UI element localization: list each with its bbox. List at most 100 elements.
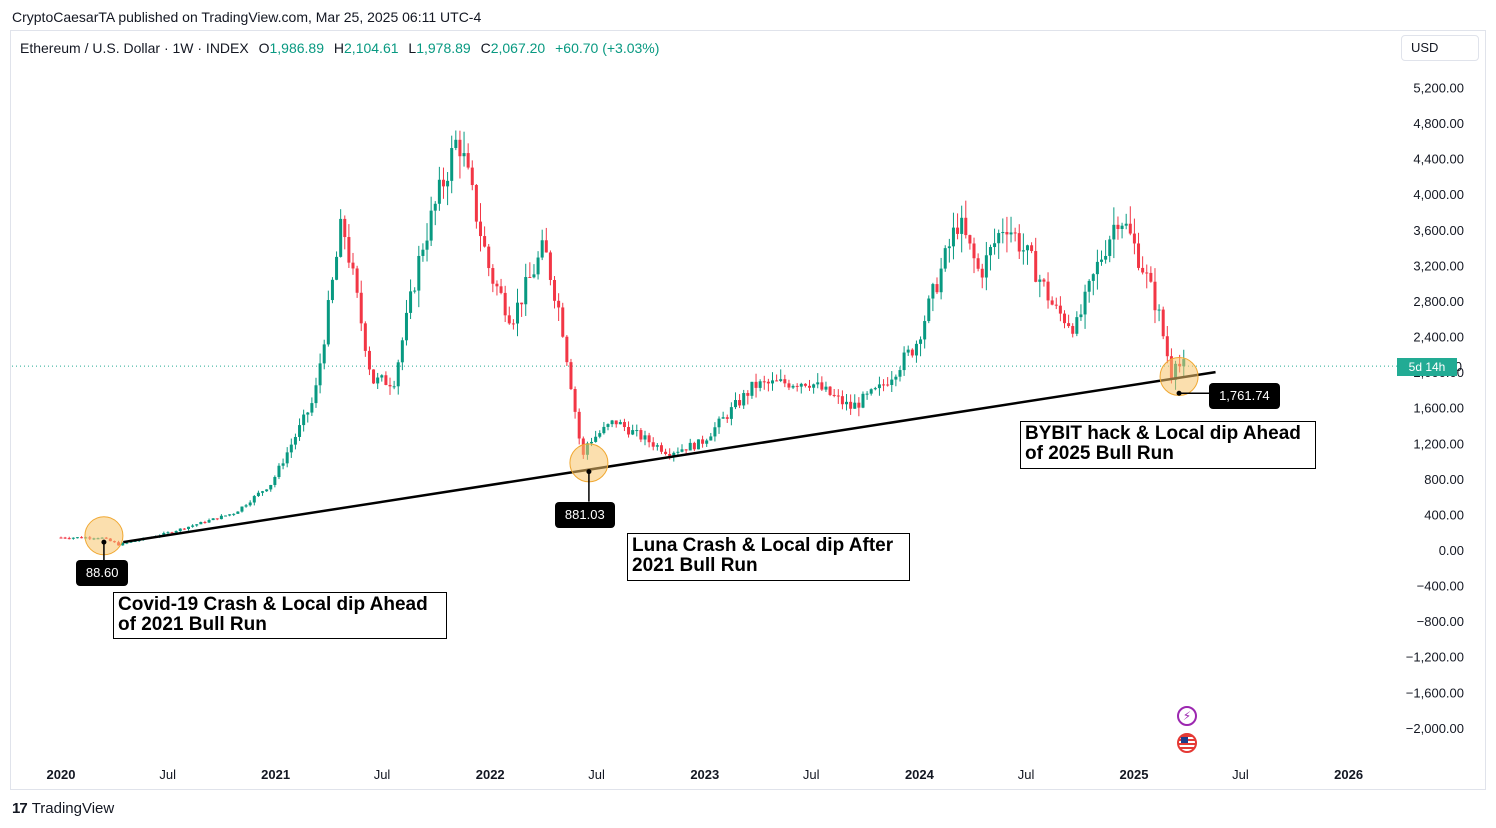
candle-body — [1046, 281, 1050, 301]
candle-body — [1058, 305, 1062, 314]
candle-body — [544, 240, 548, 253]
candle-body — [705, 440, 709, 444]
price-axis-label: 4,000.00 — [1413, 187, 1464, 202]
tradingview-mark-icon: 17 — [12, 800, 28, 817]
open-value: 1,986.89 — [269, 40, 325, 56]
candle-body — [750, 381, 754, 396]
candle-body — [1124, 223, 1128, 226]
candle-body — [1165, 336, 1169, 357]
chart-annotation: Luna Crash & Local dip After 2021 Bull R… — [627, 533, 910, 581]
candle-body — [487, 246, 491, 269]
candle-body — [824, 386, 828, 390]
candle-body — [388, 384, 392, 387]
candle-body — [902, 352, 906, 371]
support-trendline — [123, 370, 1216, 544]
candle-body — [676, 451, 680, 453]
change-value: +60.70 (+3.03%) — [555, 40, 660, 56]
candle-body — [166, 532, 170, 534]
candle-body — [919, 339, 923, 344]
candle-body — [1042, 279, 1046, 282]
candle-body — [425, 240, 429, 250]
candle-body — [186, 526, 190, 529]
candle-body — [524, 276, 528, 305]
candle-body — [696, 439, 700, 450]
candle-body — [561, 307, 565, 337]
candle-body — [779, 379, 783, 381]
candle-body — [1083, 291, 1087, 315]
candle-body — [199, 522, 203, 525]
candle-body — [409, 291, 413, 313]
high-value: 2,104.61 — [344, 40, 399, 56]
candle-body — [1141, 267, 1145, 273]
candle-body — [709, 436, 713, 441]
candle-body — [733, 400, 737, 408]
candle-body — [787, 383, 791, 388]
time-axis-label: Jul — [588, 767, 605, 782]
us-flag-icon[interactable] — [1177, 733, 1197, 753]
candle-body — [532, 274, 536, 278]
price-axis-label: 400.00 — [1424, 507, 1464, 522]
candle-body — [372, 369, 376, 384]
candle-body — [503, 292, 507, 316]
candle-body — [910, 349, 914, 356]
chart-frame — [10, 30, 1486, 790]
candle-body — [659, 445, 663, 452]
candle-body — [470, 167, 474, 186]
price-axis-label: −1,600.00 — [1406, 685, 1464, 700]
candle-body — [635, 430, 639, 432]
candle-body — [219, 515, 223, 520]
candle-body — [618, 422, 622, 425]
candle-body — [1104, 255, 1108, 260]
candle-body — [240, 506, 244, 512]
candle-body — [269, 484, 273, 490]
candle-body — [244, 505, 248, 507]
candle-body — [511, 323, 515, 325]
candle-body — [935, 284, 939, 293]
tradingview-logo-text: TradingView — [31, 800, 115, 817]
candle-body — [873, 388, 877, 390]
currency-button[interactable]: USD — [1401, 35, 1479, 61]
candle-body — [256, 492, 260, 497]
candle-body — [573, 389, 577, 412]
candle-body — [277, 465, 281, 478]
candle-body — [984, 255, 988, 278]
candle-body — [548, 252, 552, 280]
candle-body — [289, 444, 293, 453]
candle-body — [396, 362, 400, 387]
symbol-title[interactable]: Ethereum / U.S. Dollar · 1W · INDEX — [20, 40, 249, 56]
candle-body — [363, 323, 367, 351]
candle-body — [1079, 314, 1083, 318]
candle-body — [59, 537, 63, 539]
candle-body — [1132, 233, 1136, 244]
price-axis-label: 4,400.00 — [1413, 152, 1464, 167]
candle-body — [1025, 245, 1029, 251]
price-axis-label: 3,600.00 — [1413, 223, 1464, 238]
low-value: 1,978.89 — [416, 40, 471, 56]
candle-body — [1087, 280, 1091, 292]
candle-body — [701, 439, 705, 444]
candle-body — [820, 382, 824, 390]
candle-body — [466, 153, 470, 168]
candle-body — [265, 489, 269, 492]
low-label: L — [408, 40, 417, 56]
candle-body — [285, 452, 289, 464]
tradingview-logo[interactable]: 17 TradingView — [12, 800, 114, 817]
candle-body — [898, 370, 902, 377]
lightning-icon[interactable]: ⚡ — [1177, 706, 1197, 726]
candle-body — [195, 524, 199, 526]
candle-body — [75, 537, 79, 539]
candle-body — [63, 537, 67, 539]
candle-body — [326, 300, 330, 345]
candle-body — [886, 384, 890, 386]
candle-body — [1116, 224, 1120, 229]
candle-body — [853, 402, 857, 409]
candle-body — [404, 312, 408, 341]
bar-countdown: 5d 14h — [1397, 358, 1457, 376]
candle-body — [627, 427, 631, 435]
candle-body — [310, 403, 314, 413]
candle-body — [672, 452, 676, 456]
candle-body — [351, 262, 355, 269]
candle-body — [927, 298, 931, 322]
candle-body — [684, 449, 688, 451]
